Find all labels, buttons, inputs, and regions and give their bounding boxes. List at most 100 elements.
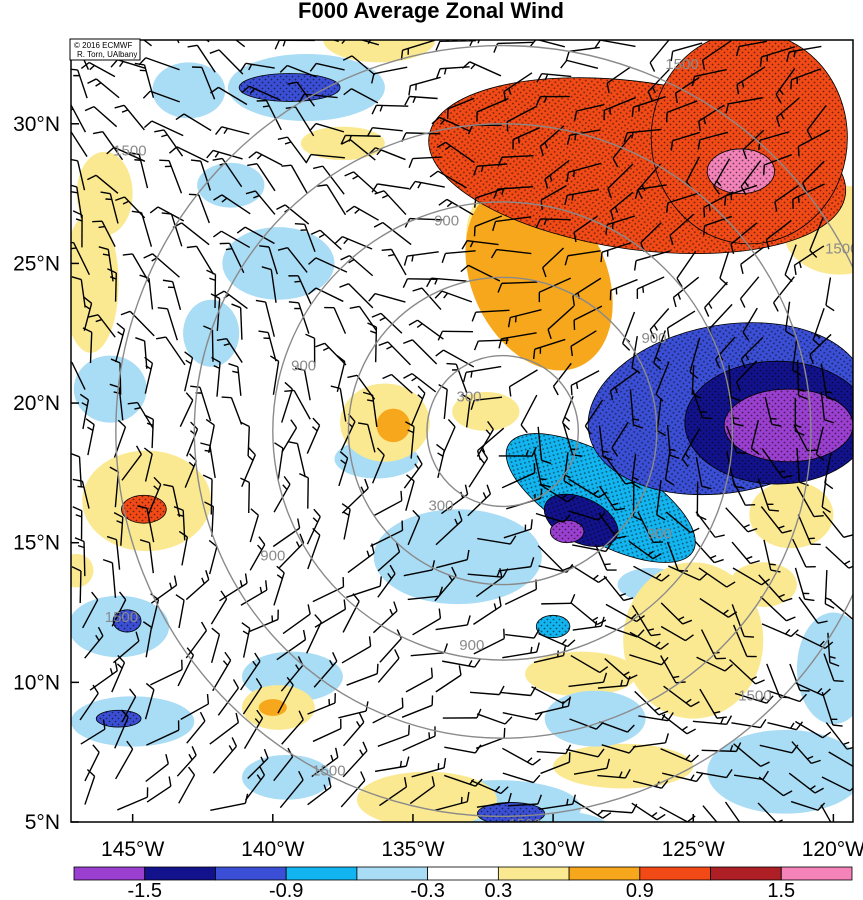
- wind-barb: [241, 447, 256, 488]
- wind-barb: [797, 514, 821, 546]
- wind-barb: [221, 396, 243, 425]
- wind-barb: [373, 490, 403, 517]
- wind-barb: [662, 772, 704, 783]
- wind-barb: [498, 332, 537, 349]
- wind-barb: [552, 362, 572, 396]
- wind-barb: [404, 95, 438, 106]
- wind-barb: [794, 397, 805, 436]
- wind-barb: [114, 322, 126, 363]
- colorbar-swatch: [780, 866, 853, 881]
- wind-barb: [269, 355, 280, 395]
- wind-barb: [758, 776, 793, 797]
- wind-barb: [538, 632, 576, 648]
- wind-barb: [462, 365, 502, 383]
- wind-barb: [435, 665, 462, 693]
- colorbar-swatch: [73, 866, 146, 881]
- wind-barb: [791, 338, 802, 376]
- wind-barb: [461, 61, 502, 77]
- wind-barb: [725, 97, 763, 114]
- colorbar-swatch: [497, 866, 570, 881]
- wind-barb: [79, 393, 90, 430]
- wind-barb: [564, 188, 600, 206]
- wind-barb: [823, 653, 844, 683]
- colorbar-swatch: [285, 866, 358, 881]
- wind-barb: [159, 159, 183, 194]
- range-ring-label: 900: [260, 548, 285, 565]
- wind-barb: [490, 248, 532, 259]
- range-ring-label: 1500: [113, 143, 146, 160]
- wind-barb: [249, 536, 266, 571]
- wind-barb: [241, 85, 281, 101]
- wind-barb: [187, 44, 216, 73]
- wind-barb: [474, 187, 507, 208]
- wind-barb: [767, 721, 804, 731]
- wind-barb: [313, 165, 345, 195]
- wind-barb: [259, 245, 278, 275]
- wind-barb: [542, 247, 565, 278]
- wind-barb: [435, 615, 471, 631]
- wind-barb: [784, 244, 797, 283]
- wind-barb: [205, 418, 215, 454]
- range-ring: [193, 123, 812, 739]
- wind-barb: [692, 715, 733, 725]
- wind-barb: [698, 104, 725, 131]
- wind-barb: [154, 129, 184, 157]
- wind-barb: [636, 276, 665, 299]
- wind-barb: [612, 134, 632, 168]
- wind-barb: [629, 654, 669, 666]
- wind-barb: [382, 373, 413, 394]
- wind-barb: [212, 230, 251, 249]
- wind-barb: [566, 162, 602, 183]
- wind-barb: [736, 66, 766, 95]
- wind-barb: [750, 419, 760, 456]
- wind-barb: [828, 751, 853, 768]
- wind-barb: [71, 158, 86, 191]
- wind-barb: [435, 40, 476, 51]
- wind-barb: [298, 93, 338, 104]
- wind-barb: [512, 127, 540, 150]
- wind-barb: [279, 64, 317, 78]
- anomaly-patch: [241, 754, 332, 800]
- wind-barb: [426, 277, 467, 288]
- wind-barb: [403, 339, 438, 365]
- anomaly-patch: [650, 40, 848, 245]
- wind-barb: [117, 787, 149, 811]
- range-ring-label: 900: [641, 330, 666, 347]
- wind-barb: [113, 511, 124, 546]
- wind-barb: [241, 622, 251, 658]
- wind-barb: [503, 519, 533, 539]
- wind-barb: [660, 602, 693, 625]
- wind-barb: [792, 183, 825, 209]
- colorbar-tick-label: 1.5: [767, 880, 795, 900]
- wind-barb: [371, 447, 385, 484]
- wind-barb: [88, 314, 116, 338]
- wind-barb: [200, 442, 216, 479]
- wind-barb: [357, 422, 376, 453]
- wind-barb: [566, 748, 605, 758]
- wind-barb: [604, 625, 645, 638]
- wind-barb: [603, 96, 636, 121]
- wind-barb: [476, 97, 509, 122]
- wind-barb: [313, 652, 338, 688]
- wind-barb: [144, 682, 155, 720]
- x-tick-label: 140°W: [241, 838, 304, 861]
- anomaly-patch: [71, 213, 119, 353]
- wind-barb: [438, 383, 448, 419]
- wind-barb: [461, 393, 471, 428]
- wind-barb: [341, 478, 369, 514]
- wind-barb: [343, 88, 379, 104]
- wind-barb: [719, 251, 730, 286]
- wind-barb: [670, 131, 700, 151]
- wind-barb: [820, 391, 834, 424]
- wind-barb: [742, 307, 758, 341]
- wind-barb: [206, 149, 243, 160]
- y-tick-label: 10°N: [13, 671, 60, 694]
- wind-barb: [281, 164, 308, 194]
- wind-barb: [287, 441, 306, 478]
- wind-barb: [606, 66, 632, 93]
- x-tick-label: 125°W: [662, 838, 725, 861]
- y-tick-label: 15°N: [13, 532, 60, 555]
- wind-barb: [784, 301, 795, 337]
- wind-barb: [340, 255, 374, 277]
- wind-barb: [127, 401, 154, 430]
